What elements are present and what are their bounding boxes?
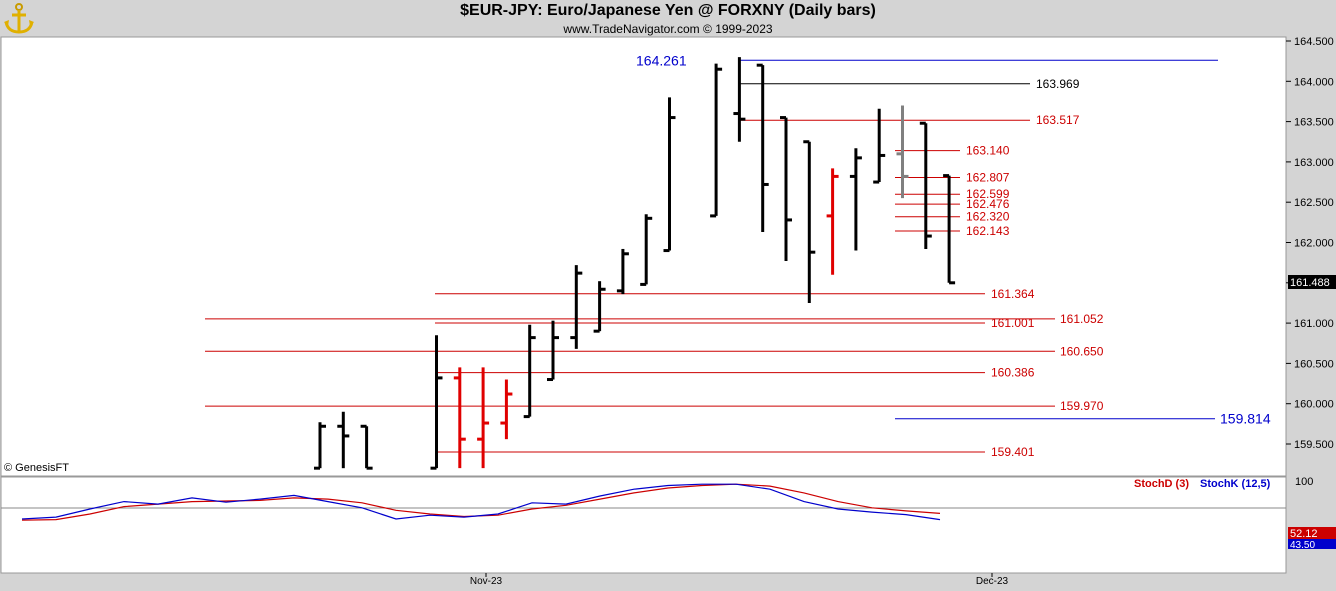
y-tick-label: 163.500 xyxy=(1294,117,1334,129)
last-d-value: 52.12 xyxy=(1290,528,1318,540)
ohlc-bar xyxy=(547,320,559,382)
x-tick-label: Dec-23 xyxy=(976,576,1009,587)
level-label: 161.052 xyxy=(1060,312,1104,326)
ohlc-bar xyxy=(453,367,466,469)
x-tick-label: Nov-23 xyxy=(470,576,503,587)
level-label: 159.970 xyxy=(1060,399,1104,413)
price-panel xyxy=(0,36,1287,477)
stochk-line xyxy=(21,483,941,521)
ohlc-bar xyxy=(780,116,792,262)
stochd-legend: StochD (3) xyxy=(1134,478,1189,490)
chart-title: $EUR-JPY: Euro/Japanese Yen @ FORXNY (Da… xyxy=(460,2,876,19)
level-label: 163.140 xyxy=(966,144,1010,158)
ohlc-bar xyxy=(523,324,536,419)
last-price-badge xyxy=(1288,275,1336,289)
ohlc-bar xyxy=(477,367,490,469)
ohlc-bar xyxy=(663,97,676,253)
ohlc-bar xyxy=(873,108,886,184)
ohlc-bar xyxy=(500,379,513,440)
last-d-badge xyxy=(1288,527,1336,539)
last-price-value: 161.488 xyxy=(1290,277,1330,289)
anchor-logo-icon xyxy=(4,3,34,34)
level-label: 161.001 xyxy=(991,316,1035,330)
ohlc-bar xyxy=(756,63,769,233)
stochastic-panel xyxy=(0,476,1287,574)
level-label: 162.599 xyxy=(966,187,1010,201)
ohlc-bar xyxy=(640,214,653,286)
level-label: 163.517 xyxy=(1036,113,1080,127)
ohlc-bar xyxy=(943,174,956,285)
y-tick-label: 161.000 xyxy=(1294,318,1334,330)
stoch-top-label: 100 xyxy=(1295,476,1313,488)
y-tick-label: 159.500 xyxy=(1294,439,1334,451)
level-label: 163.969 xyxy=(1036,77,1080,91)
level-label: 159.401 xyxy=(991,445,1035,459)
ohlc-bar xyxy=(733,57,746,142)
watermark: © GenesisFT xyxy=(4,462,69,474)
chart-header: $EUR-JPY: Euro/Japanese Yen @ FORXNY (Da… xyxy=(0,0,1336,37)
ohlc-bar xyxy=(314,422,326,470)
ohlc-bar xyxy=(360,424,373,470)
level-label: 160.386 xyxy=(991,366,1035,380)
level-label: 159.814 xyxy=(1220,411,1271,427)
ohlc-bar xyxy=(710,63,723,218)
y-tick-label: 160.500 xyxy=(1294,358,1334,370)
chart-subtitle: www.TradeNavigator.com © 1999-2023 xyxy=(563,22,773,36)
level-label: 161.364 xyxy=(991,287,1035,301)
y-tick-label: 164.000 xyxy=(1294,76,1334,88)
level-label: 162.320 xyxy=(966,210,1010,224)
ohlc-bar xyxy=(849,148,862,251)
ohlc-bar xyxy=(593,281,606,333)
ohlc-bar xyxy=(616,248,629,295)
y-tick-label: 160.000 xyxy=(1294,399,1334,411)
level-label: 162.807 xyxy=(966,170,1010,184)
level-label: 162.143 xyxy=(966,224,1010,238)
last-k-badge xyxy=(1288,539,1336,549)
last-k-value: 43.50 xyxy=(1290,540,1315,551)
ohlc-bar xyxy=(896,105,909,199)
y-tick-label: 162.000 xyxy=(1294,238,1334,250)
y-tick-label: 162.500 xyxy=(1294,197,1334,209)
ohlc-bar xyxy=(430,335,443,470)
ohlc-bar xyxy=(570,265,583,349)
ohlc-bar xyxy=(337,411,350,469)
ohlc-bar xyxy=(919,121,932,249)
ohlc-bar xyxy=(803,140,816,303)
level-label: 164.261 xyxy=(636,52,687,68)
stochk-legend: StochK (12,5) xyxy=(1200,478,1271,490)
ohlc-bar xyxy=(826,168,839,275)
y-tick-label: 164.500 xyxy=(1294,36,1334,48)
level-label: 162.476 xyxy=(966,197,1010,211)
level-label: 160.650 xyxy=(1060,344,1104,358)
y-tick-label: 163.000 xyxy=(1294,157,1334,169)
